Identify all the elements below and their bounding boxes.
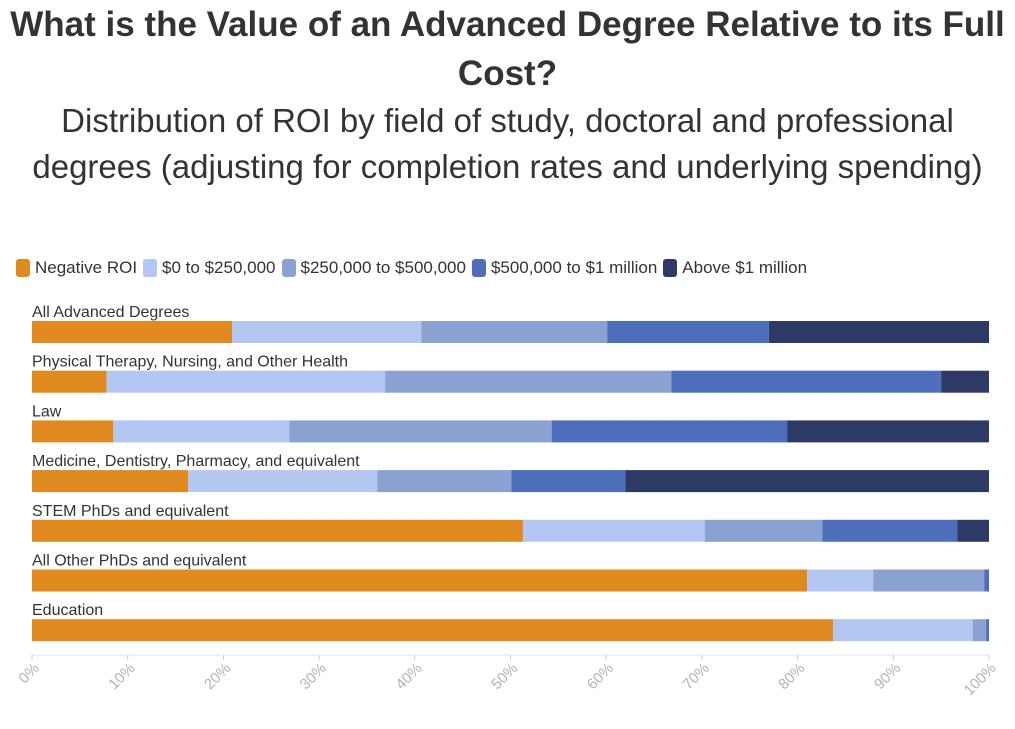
bar-row: Physical Therapy, Nursing, and Other Hea… bbox=[32, 354, 989, 393]
bar-segment[interactable] bbox=[187, 470, 378, 493]
bar-segment[interactable] bbox=[32, 370, 107, 393]
legend-swatch bbox=[16, 259, 30, 277]
x-tick-label: 0% bbox=[15, 660, 42, 687]
bar-segment[interactable] bbox=[106, 370, 386, 393]
legend-label: Negative ROI bbox=[35, 258, 138, 277]
category-label: All Advanced Degrees bbox=[32, 304, 189, 321]
bar-row: All Other PhDs and equivalent bbox=[32, 553, 989, 592]
legend-item-250k-to-500k[interactable]: $250,000 to $500,000 bbox=[281, 258, 466, 278]
bar-segment[interactable] bbox=[671, 370, 942, 393]
bar-segment[interactable] bbox=[232, 321, 422, 343]
x-tick-label: 90% bbox=[871, 660, 904, 693]
bar-row: Medicine, Dentistry, Pharmacy, and equiv… bbox=[32, 453, 989, 493]
legend-label: $250,000 to $500,000 bbox=[300, 258, 466, 277]
x-tick-label: 70% bbox=[679, 660, 712, 693]
legend-item-0-to-250k[interactable]: $0 to $250,000 bbox=[143, 258, 276, 278]
legend-item-negative-roi[interactable]: Negative ROI bbox=[16, 258, 137, 278]
bar-segment[interactable] bbox=[807, 569, 874, 592]
x-tick-label: 50% bbox=[488, 660, 521, 693]
bar-segment[interactable] bbox=[704, 519, 823, 542]
bar-segment[interactable] bbox=[32, 420, 114, 443]
x-tick-label: 60% bbox=[584, 660, 617, 693]
legend-item-500k-to-1m[interactable]: $500,000 to $1 million bbox=[471, 258, 658, 278]
legend-label: $500,000 to $1 million bbox=[490, 258, 658, 277]
legend-label: Above $1 million bbox=[682, 258, 808, 277]
legend-swatch bbox=[471, 259, 486, 277]
bar-segment[interactable] bbox=[972, 619, 987, 642]
bar-segment[interactable] bbox=[984, 569, 989, 592]
x-tick-label: 20% bbox=[201, 660, 234, 693]
legend-swatch bbox=[281, 259, 296, 277]
bar-segment[interactable] bbox=[607, 321, 769, 343]
bar-segment[interactable] bbox=[32, 619, 834, 642]
bar-segment[interactable] bbox=[522, 519, 705, 542]
bar-segment[interactable] bbox=[32, 470, 188, 493]
bar-segment[interactable] bbox=[511, 470, 626, 493]
bar-row: All Advanced Degrees bbox=[32, 304, 989, 343]
category-label: Education bbox=[32, 602, 103, 619]
bar-row: Law bbox=[32, 403, 989, 443]
bar-segment[interactable] bbox=[941, 370, 989, 393]
bar-row: STEM PhDs and equivalent bbox=[32, 503, 989, 542]
x-tick-label: 40% bbox=[392, 660, 425, 693]
bar-segment[interactable] bbox=[377, 470, 512, 493]
chart-title: What is the Value of an Advanced Degree … bbox=[10, 5, 1005, 93]
bar-segment[interactable] bbox=[625, 470, 989, 493]
bar-segment[interactable] bbox=[32, 569, 808, 592]
bar-segment[interactable] bbox=[113, 420, 290, 443]
bar-segment[interactable] bbox=[385, 370, 672, 393]
bar-segment[interactable] bbox=[957, 519, 989, 542]
bar-segment[interactable] bbox=[787, 420, 989, 443]
category-label: Law bbox=[32, 403, 62, 420]
category-label: Physical Therapy, Nursing, and Other Hea… bbox=[32, 354, 348, 371]
chart-legend: Negative ROI $0 to $250,000 $250,000 to … bbox=[16, 256, 813, 280]
bar-segment[interactable] bbox=[986, 619, 989, 642]
x-tick-label: 100% bbox=[961, 660, 1000, 699]
bar-segment[interactable] bbox=[822, 519, 958, 542]
bar-row: Education bbox=[32, 602, 989, 642]
legend-item-above-1m[interactable]: Above $1 million bbox=[663, 258, 807, 278]
category-label: Medicine, Dentistry, Pharmacy, and equiv… bbox=[32, 453, 360, 470]
category-label: STEM PhDs and equivalent bbox=[32, 503, 229, 520]
bar-segment[interactable] bbox=[873, 569, 985, 592]
category-label: All Other PhDs and equivalent bbox=[32, 553, 247, 570]
legend-label: $0 to $250,000 bbox=[162, 258, 276, 277]
legend-swatch bbox=[143, 259, 158, 277]
bar-segment[interactable] bbox=[768, 321, 989, 343]
chart-subtitle: Distribution of ROI by field of study, d… bbox=[32, 102, 983, 185]
x-tick-label: 10% bbox=[105, 660, 138, 693]
x-tick-label: 30% bbox=[297, 660, 330, 693]
bar-segment[interactable] bbox=[32, 321, 233, 343]
bar-segment[interactable] bbox=[289, 420, 552, 443]
bar-segment[interactable] bbox=[833, 619, 973, 642]
bar-segment[interactable] bbox=[32, 519, 523, 542]
bar-segment[interactable] bbox=[551, 420, 788, 443]
legend-swatch bbox=[663, 259, 678, 277]
bar-segment[interactable] bbox=[421, 321, 608, 343]
x-tick-label: 80% bbox=[775, 660, 808, 693]
